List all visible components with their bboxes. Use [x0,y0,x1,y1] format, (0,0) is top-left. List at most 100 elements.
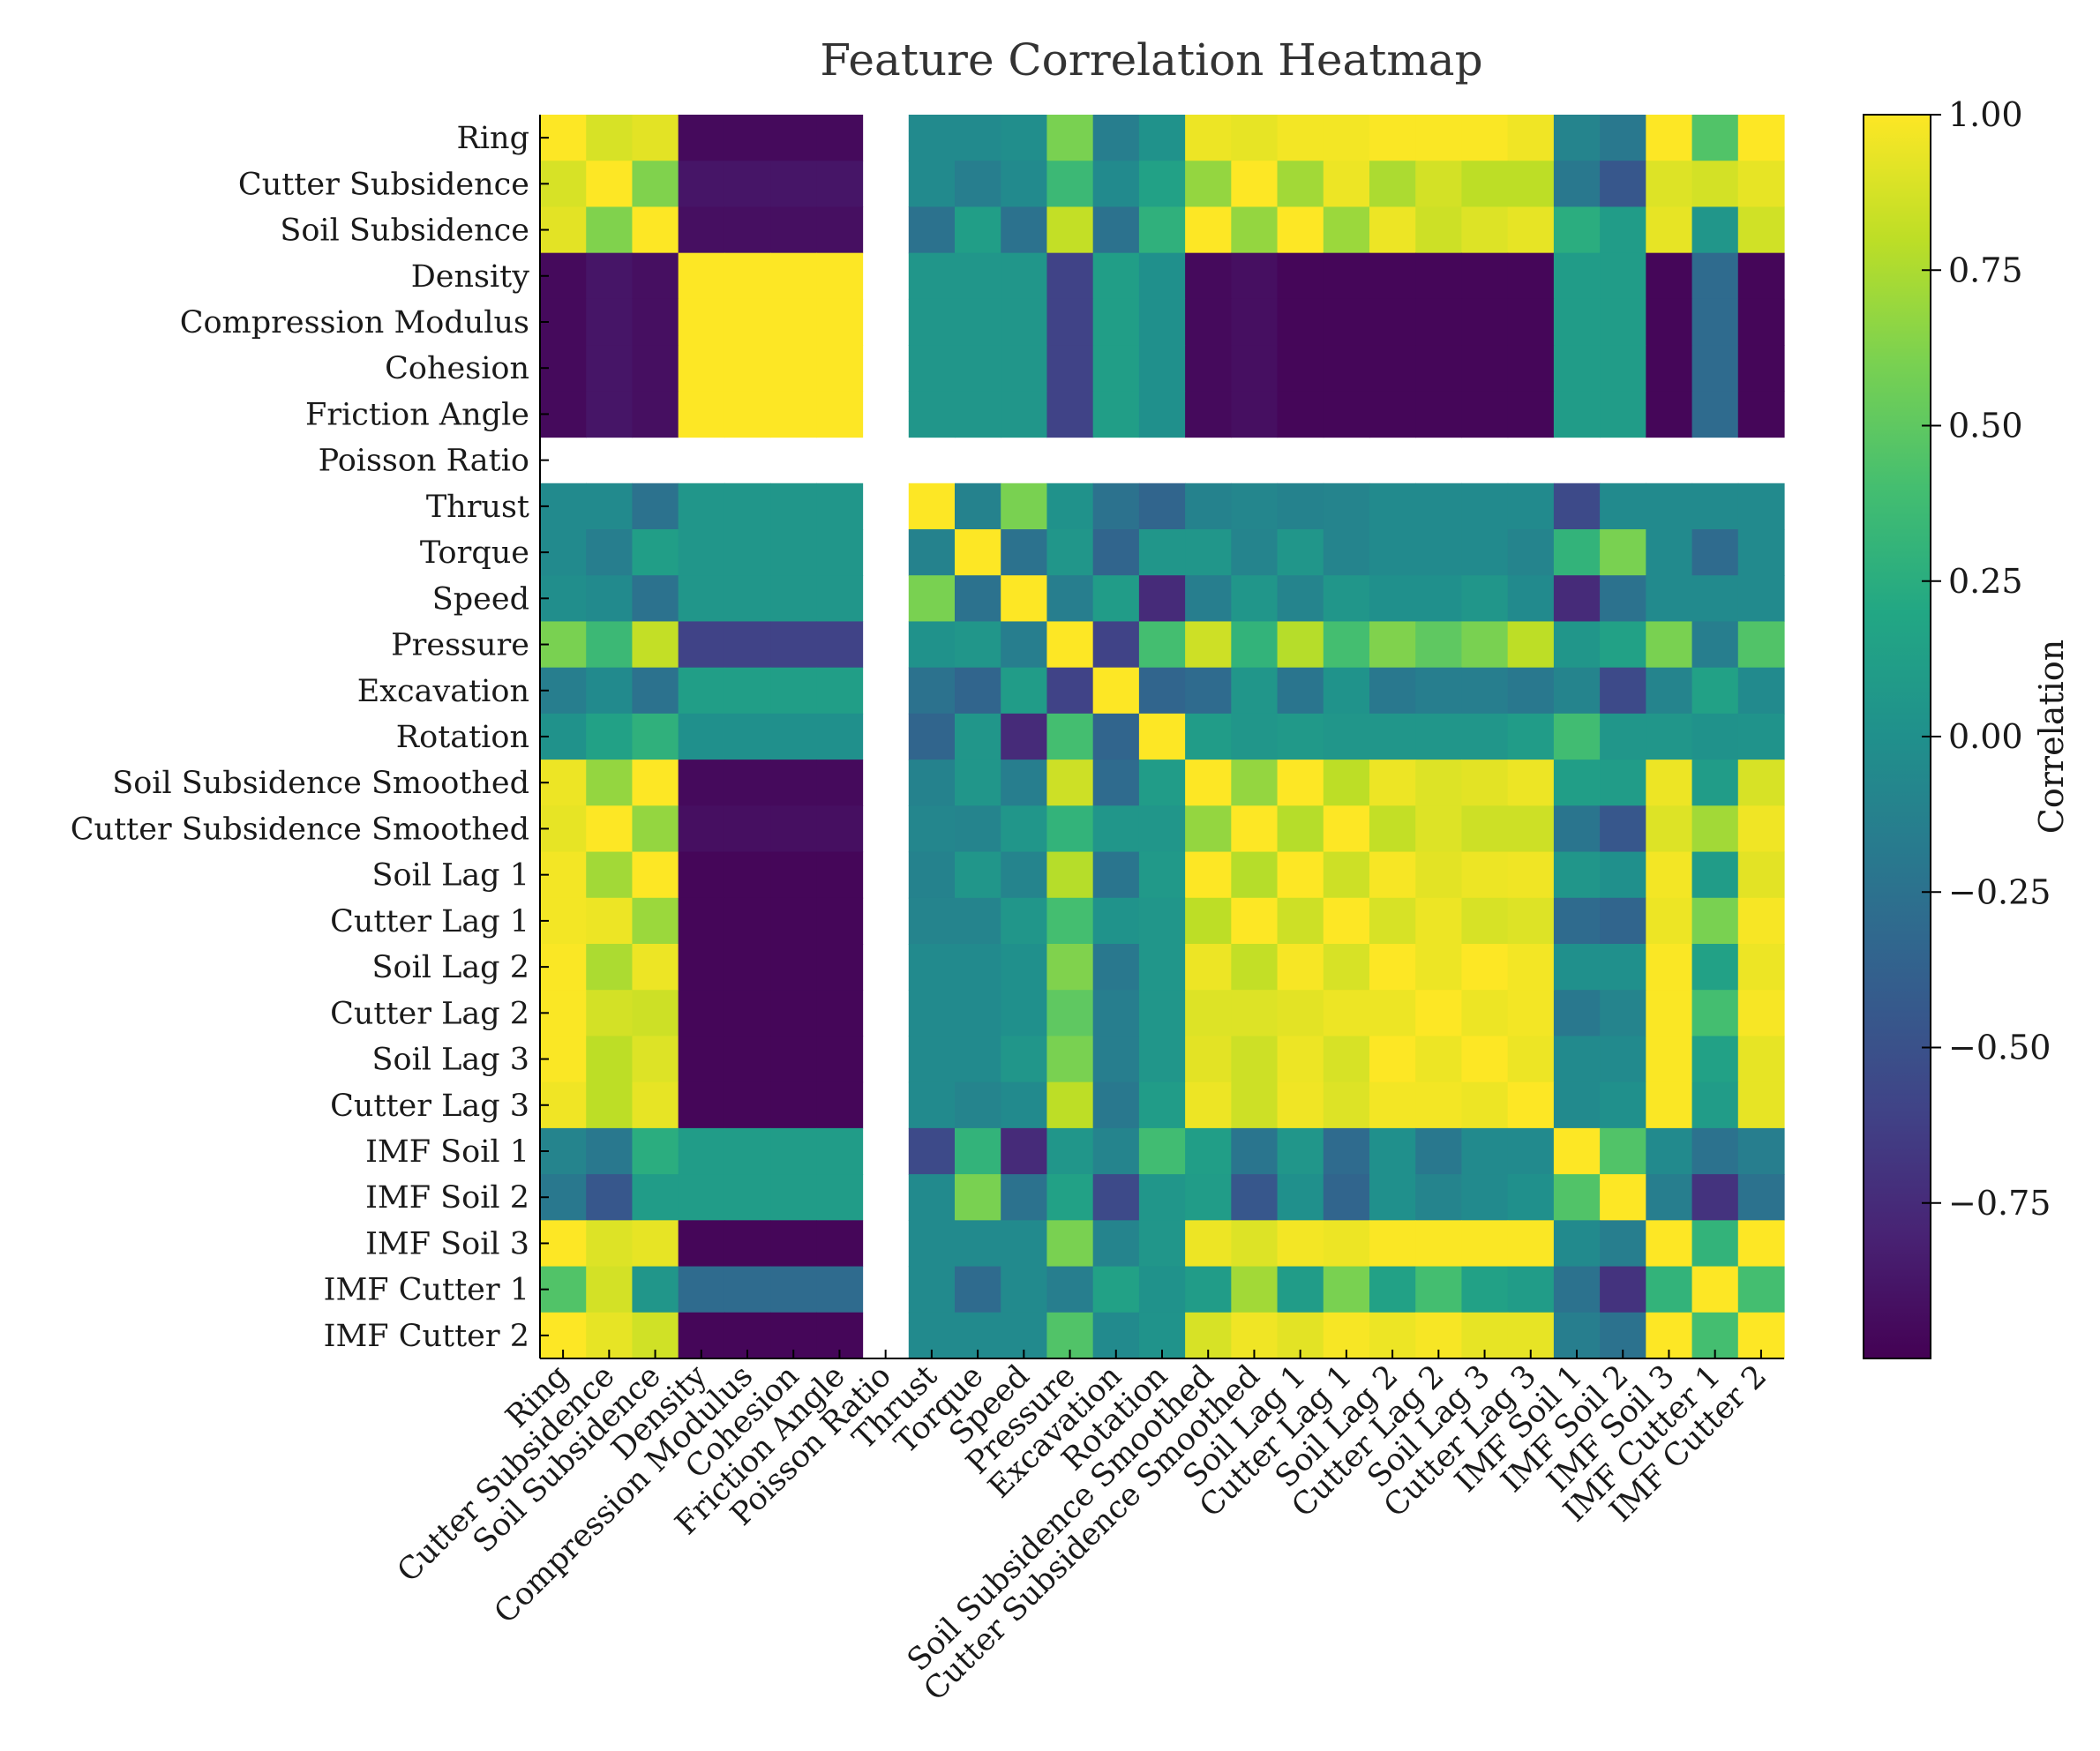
heatmap-cell-21-1 [586,1081,634,1129]
heatmap-cell-10-5 [770,575,817,623]
heatmap-cell-0-13 [1138,115,1186,161]
heatmap-cell-2-22 [1553,206,1601,254]
heatmap-cell-18-13 [1138,944,1186,991]
heatmap-cell-5-5 [770,345,817,392]
heatmap-cell-1-19 [1415,161,1463,208]
heatmap-cell-23-11 [1046,1174,1094,1221]
heatmap-cell-21-18 [1369,1081,1416,1129]
heatmap-cell-25-8 [908,1266,956,1313]
heatmap-cell-4-3 [678,298,725,346]
heatmap-cell-16-12 [1092,851,1140,899]
heatmap-cell-2-10 [1001,206,1048,254]
heatmap-cell-4-20 [1461,298,1509,346]
heatmap-cell-11-15 [1231,621,1279,669]
heatmap-cell-8-16 [1277,483,1324,530]
heatmap-cell-25-25 [1691,1266,1739,1313]
heatmap-cell-21-26 [1737,1081,1785,1129]
heatmap-cell-6-24 [1646,391,1693,438]
chart-title: Feature Correlation Heatmap [820,34,1482,86]
heatmap-cell-23-14 [1185,1174,1232,1221]
heatmap-cell-17-16 [1277,897,1324,945]
heatmap-cell-6-26 [1737,391,1785,438]
heatmap-cell-25-17 [1323,1266,1370,1313]
heatmap-cell-10-1 [586,575,634,623]
heatmap-cell-5-23 [1600,345,1646,392]
heatmap-cell-9-23 [1600,529,1646,576]
heatmap-cell-23-12 [1092,1174,1140,1221]
heatmap-cell-3-6 [816,252,864,300]
heatmap-cell-3-21 [1507,252,1555,300]
heatmap-cell-8-9 [955,483,1001,530]
heatmap-cell-6-9 [955,391,1001,438]
heatmap-cell-0-20 [1461,115,1509,161]
heatmap-cell-4-6 [816,298,864,346]
heatmap-cell-11-23 [1600,621,1646,669]
heatmap-cell-12-26 [1737,667,1785,715]
heatmap-cell-14-9 [955,760,1001,806]
heatmap-cell-10-21 [1507,575,1555,623]
heatmap-cell-16-5 [770,851,817,899]
heatmap-cell-4-13 [1138,298,1186,346]
heatmap-cell-17-17 [1323,897,1370,945]
heatmap-cell-24-1 [586,1220,634,1268]
heatmap-cell-20-5 [770,1036,817,1083]
heatmap-cell-25-22 [1553,1266,1601,1313]
heatmap-cell-5-16 [1277,345,1324,392]
heatmap-cell-21-21 [1507,1081,1555,1129]
heatmap-cell-21-8 [908,1081,956,1129]
heatmap-cell-14-20 [1461,760,1509,806]
colorbar: 1.00 0.75 0.50 0.25 0.00 −0.25 −0.50 −0.75 [1863,95,2051,1359]
heatmap-cell-9-25 [1691,529,1739,576]
heatmap-cell-20-16 [1277,1036,1324,1083]
heatmap-cell-0-17 [1323,115,1370,161]
heatmap-cell-2-24 [1646,206,1693,254]
heatmap-cell-22-6 [816,1127,864,1175]
heatmap-cell-22-9 [955,1127,1001,1175]
heatmap-cell-8-24 [1646,483,1693,530]
heatmap-cell-11-12 [1092,621,1140,669]
heatmap-cell-23-13 [1138,1174,1186,1221]
heatmap-cell-9-16 [1277,529,1324,576]
heatmap-cell-24-19 [1415,1220,1463,1268]
heatmap-cell-12-17 [1323,667,1370,715]
heatmap-cell-13-20 [1461,713,1509,760]
heatmap-cell-22-19 [1415,1127,1463,1175]
y-axis-tick-labels: Ring Cutter Subsidence Soil Subsidence Dens… [71,121,529,1354]
heatmap-cell-5-18 [1369,345,1416,392]
heatmap-cell-18-25 [1691,944,1739,991]
heatmap-cell-6-17 [1323,391,1370,438]
heatmap-cell-17-2 [632,897,679,945]
heatmap-cell-5-1 [586,345,634,392]
heatmap-cell-11-18 [1369,621,1416,669]
heatmap-cell-18-1 [586,944,634,991]
heatmap-cell-24-11 [1046,1220,1094,1268]
heatmap-cell-8-21 [1507,483,1555,530]
heatmap-cell-1-18 [1369,161,1416,208]
heatmap-cell-1-3 [678,161,725,208]
heatmap-cell-16-18 [1369,851,1416,899]
heatmap-cell-4-16 [1277,298,1324,346]
heatmap-cell-8-4 [724,483,771,530]
heatmap-cell-11-8 [908,621,956,669]
heatmap-cell-1-23 [1600,161,1646,208]
colorbar-tick-label: 0.50 [1948,407,2023,445]
heatmap-cell-18-9 [955,944,1001,991]
heatmap-cell-17-13 [1138,897,1186,945]
heatmap-cell-17-6 [816,897,864,945]
y-tick-label: Thrust [426,490,529,525]
heatmap-cell-18-18 [1369,944,1416,991]
heatmap-cell-25-16 [1277,1266,1324,1313]
heatmap-cell-1-1 [586,161,634,208]
heatmap-cell-12-6 [816,667,864,715]
heatmap-cell-1-21 [1507,161,1555,208]
heatmap-cell-22-15 [1231,1127,1279,1175]
heatmap-cell-15-23 [1600,805,1646,853]
heatmap-cell-24-15 [1231,1220,1279,1268]
heatmap-cell-3-25 [1691,252,1739,300]
heatmap-cell-10-12 [1092,575,1140,623]
heatmap-cell-23-26 [1737,1174,1785,1221]
heatmap-cell-20-19 [1415,1036,1463,1083]
heatmap-cell-21-13 [1138,1081,1186,1129]
heatmap-cell-21-3 [678,1081,725,1129]
heatmap-cell-19-8 [908,990,956,1037]
